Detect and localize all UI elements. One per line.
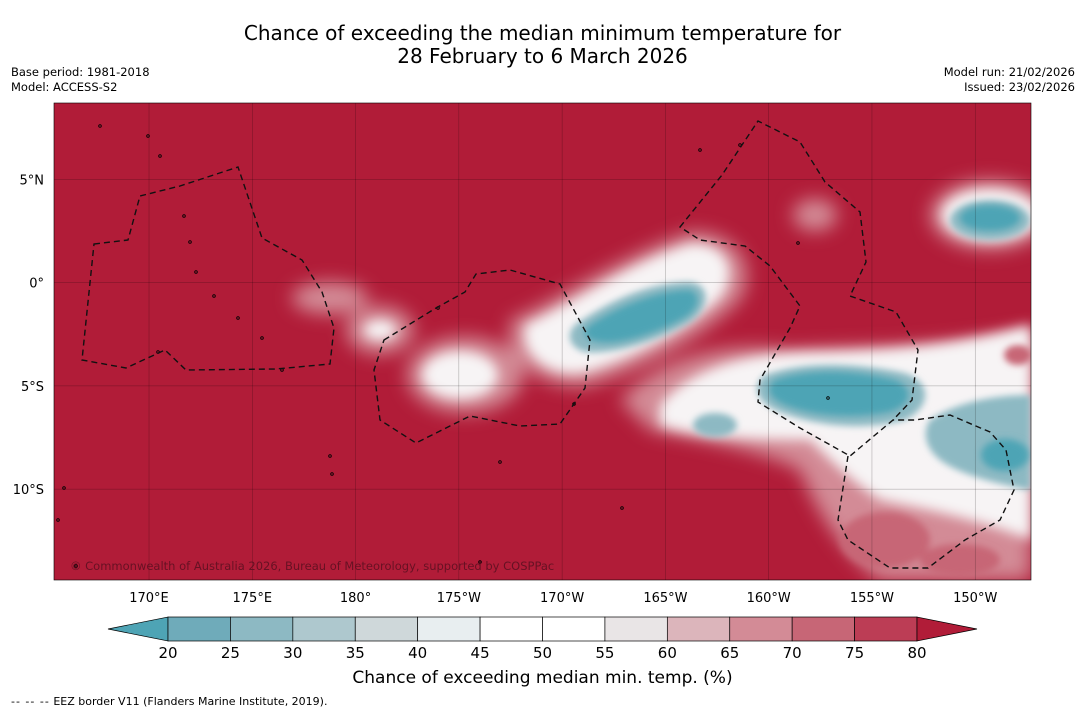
colorbar-segment	[167, 616, 231, 642]
model-run: Model run: 21/02/2026	[943, 65, 1075, 79]
island-marker	[182, 214, 186, 218]
title-line-2: 28 February to 6 March 2026	[397, 44, 688, 68]
lat-tick-label: 0°	[29, 277, 44, 292]
colorbar-tick-label: 45	[471, 644, 490, 662]
island-marker	[188, 240, 192, 244]
lon-tick-label: 170°W	[540, 591, 584, 606]
colorbar-over-arrow	[916, 616, 978, 642]
island-marker	[620, 506, 624, 510]
island-marker	[260, 336, 264, 340]
island-marker	[826, 396, 830, 400]
island-marker	[74, 564, 78, 568]
island-marker	[328, 454, 332, 458]
model-name: Model: ACCESS-S2	[11, 80, 118, 94]
island-marker	[498, 460, 502, 464]
island-marker	[212, 294, 216, 298]
island-marker	[62, 486, 66, 490]
colorbar-label: Chance of exceeding median min. temp. (%…	[352, 668, 733, 688]
eez-border-tokelau	[373, 269, 591, 444]
lat-tick-label: 5°S	[21, 380, 44, 395]
lon-tick-label: 180°	[340, 591, 371, 606]
colorbar-tick-label: 75	[845, 644, 864, 662]
colorbar-tick-label: 70	[783, 644, 802, 662]
eez-footnote-text: EEZ border V11 (Flanders Marine Institut…	[53, 695, 328, 708]
eez-borders	[81, 120, 1015, 569]
colorbar-tick-label: 35	[346, 644, 365, 662]
latitude-labels: 5°N 0° 5°S 10°S	[13, 173, 44, 498]
colorbar-tick-label: 20	[158, 644, 177, 662]
longitude-labels: 170°E 175°E 180° 175°W 170°W 165°W 160°W 155°W 1…	[129, 591, 997, 606]
map-frame	[53, 102, 1032, 581]
colorbar-tick-label: 30	[283, 644, 302, 662]
lon-tick-label: 155°W	[850, 591, 894, 606]
colorbar-tick-label: 55	[595, 644, 614, 662]
colorbar-segment	[417, 616, 481, 642]
base-period: Base period: 1981-2018	[11, 65, 150, 79]
lat-tick-label: 10°S	[13, 483, 44, 498]
eez-border-french-polynesia	[837, 414, 1015, 569]
colorbar-tick-label: 25	[221, 644, 240, 662]
colorbar-segment	[354, 616, 419, 642]
meta-right: Model run: 21/02/2026 Issued: 23/02/2026	[944, 65, 1075, 95]
eez-border-kiribati-gilbert	[81, 166, 335, 371]
eez-legend-dashes: -- -- --	[11, 695, 50, 708]
lon-tick-label: 160°W	[747, 591, 791, 606]
island-marker	[56, 518, 60, 522]
colorbar-segment	[791, 616, 855, 642]
lon-tick-label: 170°E	[129, 591, 169, 606]
island-marker	[796, 241, 800, 245]
colorbar-under-arrow	[107, 616, 169, 642]
colorbar-segment	[230, 616, 294, 642]
title-line-1: Chance of exceeding the median minimum t…	[243, 21, 842, 45]
lon-tick-label: 165°W	[643, 591, 687, 606]
meta-left: Base period: 1981-2018 Model: ACCESS-S2	[11, 65, 150, 95]
colorbar-segment	[479, 616, 543, 642]
lon-tick-label: 150°W	[953, 591, 997, 606]
colorbar-tick-label: 80	[907, 644, 926, 662]
copyright-text: © Commonwealth of Australia 2026, Bureau…	[70, 559, 554, 573]
chart-title: Chance of exceeding the median minimum t…	[0, 22, 1085, 68]
colorbar-tick-label: 40	[408, 644, 427, 662]
island-marker	[98, 124, 102, 128]
colorbar-tick-labels: 20 25 30 35 40 45 50 55 60 65 70 75 80	[158, 644, 926, 662]
blue-dark-layer	[584, 205, 1029, 471]
gridlines	[54, 103, 1031, 580]
issued-date: Issued: 23/02/2026	[964, 80, 1075, 94]
island-marker	[158, 154, 162, 158]
colorbar-segment	[666, 616, 731, 642]
island-marker	[478, 560, 482, 564]
eez-footnote: -- -- -- EEZ border V11 (Flanders Marine…	[11, 695, 327, 708]
colorbar-tick-label: 60	[658, 644, 677, 662]
island-marker	[330, 472, 334, 476]
lat-tick-label: 5°N	[20, 173, 45, 188]
lon-tick-label: 175°W	[437, 591, 481, 606]
colorbar	[107, 616, 978, 642]
island-marker	[698, 148, 702, 152]
island-marker	[146, 134, 150, 138]
anomaly-field	[292, 180, 1031, 580]
colorbar-segment	[854, 616, 918, 642]
island-marker	[194, 270, 198, 274]
colorbar-segment	[729, 616, 793, 642]
island-marker	[236, 316, 240, 320]
lon-tick-label: 175°E	[233, 591, 273, 606]
colorbar-segment	[292, 616, 356, 642]
colorbar-tick-label: 50	[533, 644, 552, 662]
eez-border-kiribati-line	[678, 120, 919, 457]
colorbar-segment	[542, 616, 606, 642]
colorbar-tick-label: 65	[720, 644, 739, 662]
colorbar-segment	[604, 616, 668, 642]
pink-layer	[840, 345, 1031, 576]
